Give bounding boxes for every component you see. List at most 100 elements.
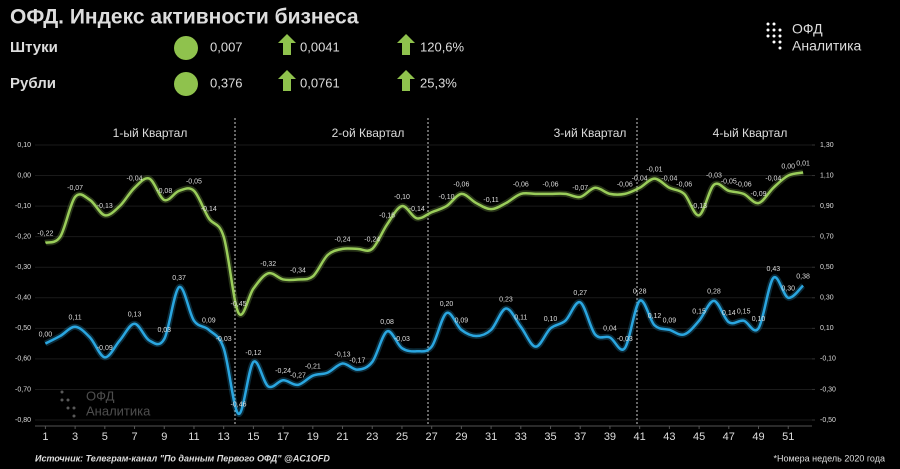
series-name: Рубли [10, 75, 56, 92]
data-label: 0,09 [455, 318, 469, 325]
x-tick-label: 17 [277, 431, 289, 443]
kpi-value: 0,376 [210, 75, 243, 90]
y-tick-label: -0,80 [15, 417, 31, 424]
kpi-value: 120,6% [420, 39, 465, 54]
x-tick-label: 9 [161, 431, 167, 443]
data-label: -0,12 [245, 350, 261, 357]
data-label: -0,14 [201, 206, 217, 213]
y2-tick-label: 0,70 [820, 234, 834, 241]
x-tick-label: 49 [752, 431, 764, 443]
quarter-label: 4-ый Квартал [713, 126, 788, 140]
arrow-up [397, 34, 415, 55]
quarter-label: 1-ый Квартал [113, 126, 188, 140]
data-label: 0,08 [380, 319, 394, 326]
data-label: 0,38 [796, 273, 810, 280]
y-tick-label: -0,40 [15, 295, 31, 302]
data-label: -0,32 [260, 261, 276, 268]
data-label: -0,08 [156, 188, 172, 195]
data-label: 0,00 [781, 163, 795, 170]
x-tick-label: 31 [485, 431, 497, 443]
watermark-text: Аналитика [86, 403, 151, 418]
data-label: -0,10 [439, 194, 455, 201]
x-tick-label: 45 [693, 431, 705, 443]
data-label: -0,06 [676, 182, 692, 189]
data-label: 0,15 [692, 309, 706, 316]
data-label: -0,06 [453, 182, 469, 189]
data-label: -0,13 [691, 203, 707, 210]
series-line [44, 276, 804, 416]
x-tick-label: 19 [307, 431, 319, 443]
data-label: -0,09 [751, 191, 767, 198]
arrow-up [397, 70, 415, 91]
kpi-value: 0,0761 [300, 75, 340, 90]
data-label: 0,20 [440, 301, 454, 308]
data-label: -0,07 [67, 185, 83, 192]
y2-tick-label: 0,10 [820, 325, 834, 332]
data-label: -0,09 [97, 345, 113, 352]
x-tick-label: 35 [544, 431, 556, 443]
x-tick-label: 13 [218, 431, 230, 443]
data-label: -0,04 [661, 176, 677, 183]
x-tick-label: 15 [247, 431, 259, 443]
y2-tick-label: 0,50 [820, 264, 834, 271]
y2-tick-label: 0,90 [820, 203, 834, 210]
data-label: -0,24 [275, 368, 291, 375]
data-label: -0,04 [127, 176, 143, 183]
logo: ОФД Аналитика [766, 21, 862, 54]
y-tick-label: -0,20 [15, 234, 31, 241]
data-label: -0,06 [736, 182, 752, 189]
x-tick-label: 41 [634, 431, 646, 443]
data-label: -0,24 [335, 237, 351, 244]
data-label: 0,11 [514, 315, 527, 322]
data-label: 0,01 [796, 160, 810, 167]
data-label: 0,03 [157, 327, 171, 334]
x-tick-label: 37 [574, 431, 586, 443]
data-label: 0,11 [69, 315, 82, 322]
data-label: -0,06 [617, 182, 633, 189]
data-label: 0,09 [663, 318, 677, 325]
y2-tick-label: -0,10 [820, 356, 836, 363]
data-label: 0,04 [603, 325, 617, 332]
series-line [44, 171, 804, 317]
data-label: 0,15 [737, 309, 751, 316]
y2-tick-label: 0,30 [820, 295, 834, 302]
data-label: 0,10 [544, 316, 558, 323]
data-label: 0,12 [648, 313, 662, 320]
data-label: -0,03 [617, 336, 633, 343]
kpi-value: 0,0041 [300, 39, 340, 54]
logo-text: Аналитика [792, 38, 862, 54]
data-label: 0,28 [633, 289, 647, 296]
y-tick-label: -0,10 [15, 203, 31, 210]
data-label: -0,05 [186, 179, 202, 186]
data-label: -0,03 [394, 336, 410, 343]
title: ОФД. Индекс активности бизнеса [10, 6, 359, 29]
y-tick-label: 0,10 [17, 142, 31, 149]
y2-tick-label: 1,30 [820, 142, 834, 149]
data-label: -0,01 [647, 166, 663, 173]
x-tick-label: 27 [426, 431, 438, 443]
data-label: 0,14 [722, 310, 736, 317]
data-label: 0,00 [39, 331, 53, 338]
x-tick-label: 21 [336, 431, 348, 443]
y-tick-label: 0,00 [17, 172, 31, 179]
series-name: Штуки [10, 39, 58, 56]
data-label: -0,45 [231, 301, 247, 308]
data-label: -0,34 [290, 267, 306, 274]
data-label: -0,03 [706, 173, 722, 180]
data-label: -0,06 [513, 182, 529, 189]
data-label: -0,24 [364, 237, 380, 244]
y-tick-label: -0,50 [15, 325, 31, 332]
data-label: -0,16 [379, 212, 395, 219]
data-label: 0,13 [128, 312, 142, 319]
kpi-value: 0,007 [210, 39, 243, 54]
kpi: 0,007 0,0041 120,6% 0,376 0,0761 25,3% [174, 34, 465, 96]
data-label: -0,10 [394, 194, 410, 201]
y2-tick-label: 1,10 [820, 172, 834, 179]
data-label: -0,07 [572, 185, 588, 192]
logo-text: ОФД [792, 21, 823, 37]
x-tick-label: 5 [102, 431, 108, 443]
y2-tick-label: -0,30 [820, 386, 836, 393]
data-label: -0,27 [290, 373, 306, 380]
